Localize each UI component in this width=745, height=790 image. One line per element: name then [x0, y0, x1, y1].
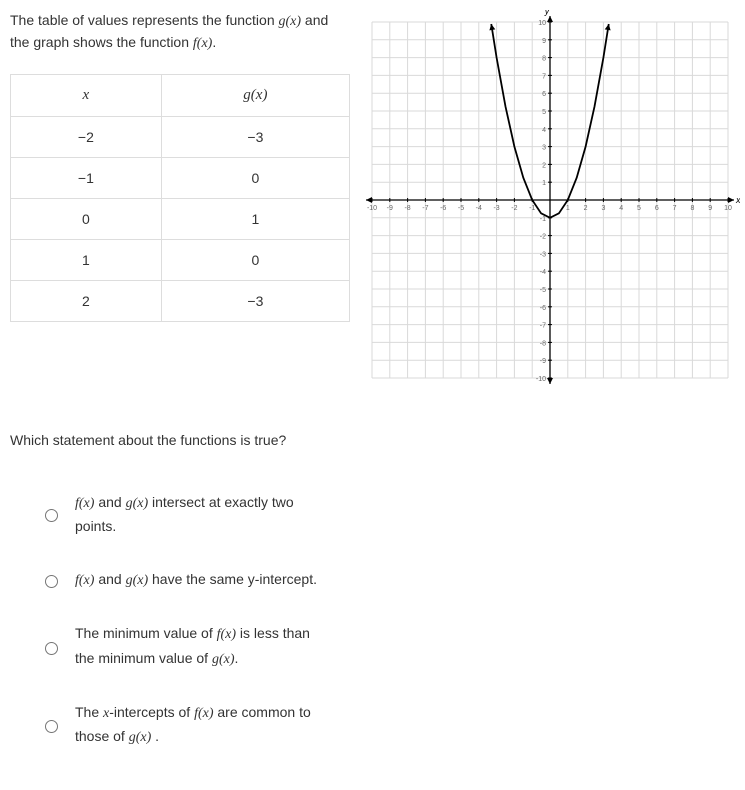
values-table: x g(x) −2−3−1001102−3: [10, 74, 350, 322]
svg-text:4: 4: [542, 127, 546, 134]
cell-x: 0: [11, 199, 162, 240]
svg-text:-9: -9: [387, 205, 393, 212]
cell-gx: 0: [161, 158, 349, 199]
choice-radio[interactable]: [45, 720, 58, 733]
choice-row: f(x) and g(x) intersect at exactly two p…: [40, 491, 330, 538]
svg-text:8: 8: [690, 205, 694, 212]
svg-text:10: 10: [724, 205, 732, 212]
svg-text:-4: -4: [540, 269, 546, 276]
svg-text:5: 5: [637, 205, 641, 212]
svg-text:-3: -3: [493, 205, 499, 212]
svg-text:3: 3: [601, 205, 605, 212]
g-expr: g(x): [279, 14, 302, 29]
table-header-row: x g(x): [11, 75, 350, 117]
table-row: −10: [11, 158, 350, 199]
svg-text:-6: -6: [540, 305, 546, 312]
cell-x: −1: [11, 158, 162, 199]
svg-text:6: 6: [542, 91, 546, 98]
svg-text:1: 1: [566, 205, 570, 212]
table-row: 01: [11, 199, 350, 240]
question-text: Which statement about the functions is t…: [10, 430, 735, 451]
header-x: x: [11, 75, 162, 117]
svg-text:-2: -2: [540, 234, 546, 241]
choice-radio[interactable]: [45, 642, 58, 655]
svg-text:7: 7: [673, 205, 677, 212]
svg-text:8: 8: [542, 56, 546, 63]
svg-text:y: y: [544, 10, 550, 16]
svg-text:-9: -9: [540, 358, 546, 365]
svg-text:-7: -7: [540, 323, 546, 330]
svg-text:-3: -3: [540, 251, 546, 258]
svg-text:10: 10: [538, 20, 546, 27]
prompt-part3: .: [212, 34, 216, 50]
choices-container: f(x) and g(x) intersect at exactly two p…: [10, 491, 330, 750]
svg-text:3: 3: [542, 145, 546, 152]
table-row: −2−3: [11, 117, 350, 158]
function-graph: -10 -9 -8 -7 -6 -5 -4 -3 -2 -1 1 2 3 4 5 6 7 8 9 10 -10 -9 -8 -…: [360, 10, 740, 390]
svg-text:-5: -5: [540, 287, 546, 294]
choice-text: The minimum value of f(x) is less than t…: [75, 622, 330, 671]
cell-x: 1: [11, 240, 162, 281]
svg-text:2: 2: [584, 205, 588, 212]
cell-gx: 0: [161, 240, 349, 281]
choice-row: f(x) and g(x) have the same y-intercept.: [40, 568, 330, 592]
svg-text:-1: -1: [540, 216, 546, 223]
choice-text: The x-intercepts of f(x) are common to t…: [75, 701, 330, 750]
table-row: 10: [11, 240, 350, 281]
choice-radio[interactable]: [45, 575, 58, 588]
choice-row: The minimum value of f(x) is less than t…: [40, 622, 330, 671]
svg-text:1: 1: [542, 180, 546, 187]
cell-x: 2: [11, 281, 162, 322]
svg-text:-1: -1: [529, 205, 535, 212]
svg-text:9: 9: [708, 205, 712, 212]
cell-gx: −3: [161, 281, 349, 322]
svg-text:-10: -10: [367, 205, 377, 212]
svg-text:-2: -2: [511, 205, 517, 212]
f-expr: f(x): [193, 36, 212, 51]
header-gx: g(x): [161, 75, 349, 117]
svg-text:2: 2: [542, 162, 546, 169]
svg-text:7: 7: [542, 73, 546, 80]
cell-gx: 1: [161, 199, 349, 240]
prompt-text: The table of values represents the funct…: [10, 10, 350, 54]
svg-text:-8: -8: [404, 205, 410, 212]
svg-text:-5: -5: [458, 205, 464, 212]
cell-gx: −3: [161, 117, 349, 158]
cell-x: −2: [11, 117, 162, 158]
svg-text:6: 6: [655, 205, 659, 212]
svg-text:5: 5: [542, 109, 546, 116]
prompt-part1: The table of values represents the funct…: [10, 12, 279, 28]
svg-text:-8: -8: [540, 340, 546, 347]
svg-text:9: 9: [542, 38, 546, 45]
choice-text: f(x) and g(x) have the same y-intercept.: [75, 568, 317, 592]
table-row: 2−3: [11, 281, 350, 322]
svg-text:-7: -7: [422, 205, 428, 212]
svg-text:-4: -4: [476, 205, 482, 212]
choice-row: The x-intercepts of f(x) are common to t…: [40, 701, 330, 750]
choice-text: f(x) and g(x) intersect at exactly two p…: [75, 491, 330, 538]
choice-radio[interactable]: [45, 509, 58, 522]
svg-text:x: x: [735, 195, 740, 205]
svg-text:-10: -10: [536, 376, 546, 383]
svg-text:4: 4: [619, 205, 623, 212]
svg-text:-6: -6: [440, 205, 446, 212]
